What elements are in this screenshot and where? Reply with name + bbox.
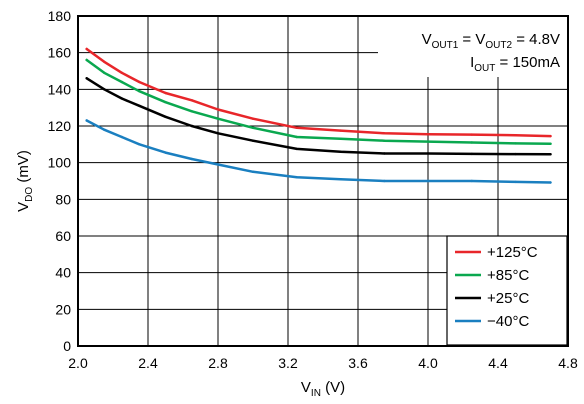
data-point — [295, 176, 298, 179]
y-tick-label: 40 — [55, 265, 71, 281]
data-point — [426, 133, 430, 136]
x-tick-label: 4.0 — [418, 355, 438, 371]
data-point — [138, 80, 141, 84]
data-point — [470, 133, 473, 136]
y-tick-label: 100 — [48, 155, 72, 171]
annotation-background — [378, 17, 567, 77]
data-point — [426, 179, 430, 183]
x-tick-label: 2.4 — [138, 355, 158, 371]
x-axis-title: VIN (V) — [301, 379, 345, 399]
data-point — [339, 178, 342, 181]
data-point — [383, 132, 386, 135]
annotation-line: VOUT1 = VOUT2 = 4.8V — [422, 31, 560, 51]
data-point — [120, 97, 124, 100]
data-point — [85, 58, 88, 62]
data-point — [120, 80, 124, 84]
x-tick-label: 4.8 — [558, 355, 578, 371]
data-point — [120, 71, 124, 75]
series-layer — [85, 47, 552, 184]
y-axis-title: VDO (mV) — [15, 150, 35, 212]
data-point — [103, 71, 106, 75]
data-point — [216, 108, 220, 111]
data-point — [164, 115, 167, 119]
legend-box — [446, 235, 568, 346]
data-point — [103, 128, 106, 131]
data-point — [549, 181, 552, 184]
plot-frame — [77, 15, 569, 347]
legend: +125°C +85°C +25°C −40°C — [446, 235, 568, 346]
data-point — [549, 153, 552, 156]
data-point — [85, 47, 88, 51]
data-point — [251, 170, 255, 173]
data-point — [470, 141, 473, 144]
y-tick-label: 20 — [55, 301, 71, 317]
y-tick-label: 160 — [48, 45, 72, 61]
data-point — [549, 134, 552, 138]
data-point — [138, 143, 141, 146]
data-point — [190, 157, 193, 161]
data-point — [164, 101, 167, 104]
y-tick-label: 140 — [48, 81, 72, 97]
y-tick-label: 60 — [55, 228, 71, 244]
data-point — [190, 110, 193, 113]
data-point — [295, 147, 298, 151]
x-tick-label: 3.6 — [348, 355, 368, 371]
legend-label: +85°C — [487, 267, 529, 284]
data-point — [103, 88, 106, 91]
x-tick-label: 2.8 — [208, 355, 228, 371]
data-point — [120, 135, 124, 139]
data-point — [383, 139, 386, 142]
data-point — [216, 117, 220, 120]
data-point — [164, 151, 167, 154]
data-point — [426, 152, 430, 155]
x-tick-label: 4.4 — [488, 355, 508, 371]
data-point — [190, 99, 193, 102]
data-point — [216, 132, 220, 135]
data-point — [339, 137, 342, 140]
x-tick-label: 3.2 — [278, 355, 298, 371]
data-point — [514, 152, 517, 156]
data-point — [103, 60, 106, 63]
data-point — [216, 163, 220, 166]
y-tick-label: 180 — [48, 8, 72, 24]
data-point — [514, 142, 517, 145]
data-point — [339, 129, 342, 132]
data-point — [549, 142, 552, 145]
y-tick-label: 0 — [63, 338, 71, 354]
legend-label: +25°C — [487, 290, 529, 307]
annotation-line: IOUT = 150mA — [470, 54, 560, 74]
tick-labels: 2.0 2.4 2.8 3.2 3.6 4.0 4.4 4.8 0 20 40 60 80 100 120 1… — [48, 8, 578, 371]
x-tick-label: 2.0 — [68, 355, 88, 371]
legend-label: −40°C — [487, 313, 529, 330]
data-point — [138, 104, 141, 108]
data-point — [164, 91, 167, 95]
data-point — [190, 124, 193, 128]
data-point — [295, 135, 298, 139]
data-point — [383, 179, 386, 183]
data-point — [426, 140, 430, 143]
legend-label: +125°C — [487, 244, 538, 261]
data-point — [85, 77, 88, 80]
data-point — [251, 139, 255, 142]
y-tick-label: 120 — [48, 118, 72, 134]
axis-titles: VIN (V) VDO (mV) — [15, 150, 345, 399]
data-point — [514, 180, 517, 184]
data-point — [138, 90, 141, 93]
data-point — [251, 126, 255, 129]
annotation-box: VOUT1 = VOUT2 = 4.8V IOUT = 150mA — [378, 17, 567, 77]
data-point — [85, 119, 88, 122]
y-tick-label: 80 — [55, 191, 71, 207]
data-point — [251, 117, 255, 120]
data-point — [295, 126, 298, 129]
data-point — [470, 179, 473, 183]
data-point — [339, 150, 342, 153]
data-point — [470, 152, 473, 156]
data-point — [514, 134, 517, 137]
data-point — [383, 152, 386, 155]
